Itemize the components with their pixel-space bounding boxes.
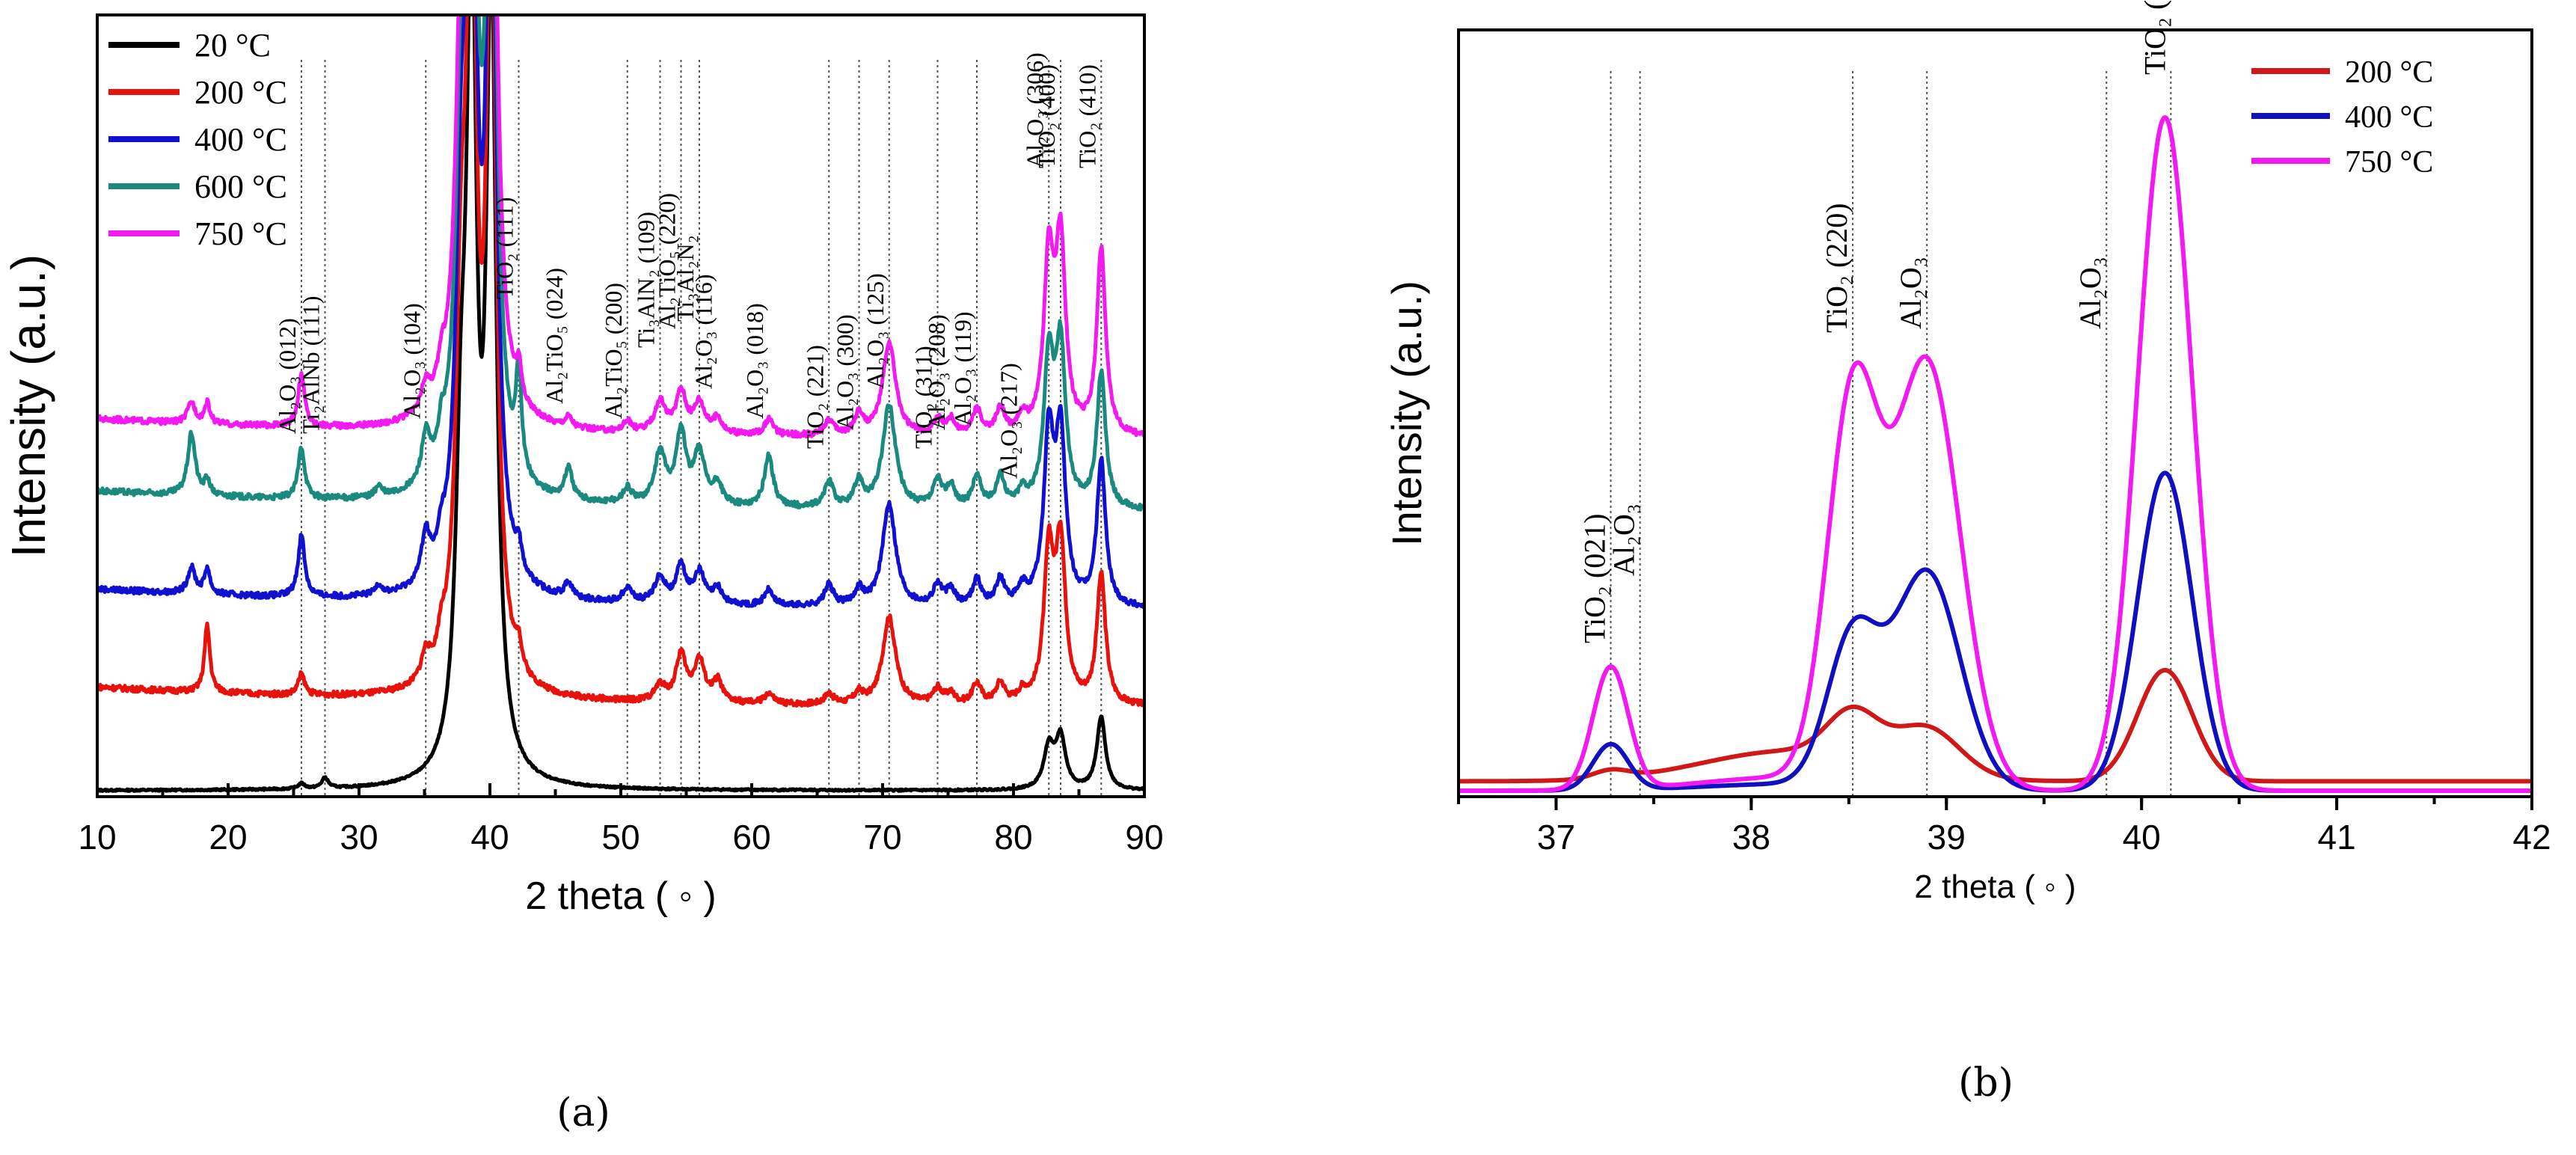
x-tick-label: 40 <box>470 818 509 857</box>
peak-annotation: TiO₂ (400) <box>1033 64 1060 168</box>
x-tick-label: 90 <box>1125 818 1163 857</box>
peak-annotation: Al₂O₃ (208) <box>923 314 950 430</box>
x-tick-label: 60 <box>732 818 770 857</box>
peak-annotation: Al₂O₃ (306) <box>1021 52 1048 168</box>
peak-annotation: Al₂O₃ (018) <box>741 303 768 419</box>
x-tick-label: 70 <box>863 818 901 857</box>
legend-label: 600 °C <box>194 168 287 205</box>
x-tick-label: 10 <box>78 818 116 857</box>
legend-label: 200 °C <box>2345 55 2433 90</box>
peak-annotation: Al₂TiO₅ (024) <box>541 268 568 404</box>
peak-annotation: TiO₂ (021) <box>1578 513 1612 643</box>
peak-annotation: Al₂O₃ <box>1894 257 1928 329</box>
series-line-2 <box>97 15 1144 708</box>
legend-label: 750 °C <box>194 215 287 252</box>
x-tick-label: 37 <box>1537 818 1575 857</box>
peak-annotation: Al₂TiO₅ (200) <box>600 283 627 419</box>
peak-annotation: Al₂O₃ <box>2073 257 2107 329</box>
peak-annotation: Al₂O₃ (217) <box>995 363 1022 479</box>
peak-annotation: Al₂O₃ (119) <box>949 311 976 426</box>
legend-label: 750 °C <box>2345 145 2433 180</box>
panel-a-xrd-chart: Al₂O₃ (012)Ti₂AlNb (111) Al₂O₃ (104) TiO₂ … <box>1 13 1164 1136</box>
peak-annotation: Al₂O₃ (125) <box>862 273 889 389</box>
peak-annotation: Al₂O₃ (012) <box>274 318 301 434</box>
axes-frame <box>1457 28 2533 798</box>
peak-annotation: TiO₂ (220) <box>1820 203 1853 333</box>
legend: 200 °C 400 °C 750 °C <box>2251 55 2433 180</box>
plot-area <box>1459 115 2532 793</box>
y-axis-label: Intensity (a.u.) <box>1 254 55 558</box>
x-tick-label: 39 <box>1928 818 1966 857</box>
legend: 20 °C 200 °C 400 °C 600 °C 750 °C <box>108 27 287 252</box>
peak-annotation: TiO₂ (311) <box>910 346 937 449</box>
x-tick-label: 30 <box>340 818 378 857</box>
x-tick-label: 40 <box>2123 818 2161 857</box>
x-tick-label: 42 <box>2512 818 2551 857</box>
x-axis-label: 2 theta ( ◦ ) <box>525 874 716 918</box>
x-tick-label: 80 <box>994 818 1032 857</box>
legend-label: 20 °C <box>194 27 271 64</box>
peak-annotation: TiO₂ (111) <box>491 197 518 299</box>
peak-annotation: Al₂O₃ <box>1607 503 1641 576</box>
legend-label: 400 °C <box>194 121 287 158</box>
x-axis-label: 2 theta ( ◦ ) <box>1914 868 2076 905</box>
x-tick-label: 41 <box>2318 818 2356 857</box>
series-line-3 <box>1459 115 2532 793</box>
peak-annotation: Ti₃AlN₂ (109) <box>633 212 660 348</box>
peak-annotation: Al₂O₃ (116) <box>690 274 717 389</box>
x-tick-label: 38 <box>1732 818 1770 857</box>
panel-label: (a) <box>556 1091 610 1136</box>
series-line-4 <box>97 15 1144 512</box>
peak-annotation: Ti₃Al₂N₂ <box>672 235 699 322</box>
series-line-5 <box>97 15 1144 439</box>
series-line-3 <box>97 15 1144 610</box>
panel-label: (b) <box>1958 1061 2014 1106</box>
x-tick-label: 50 <box>601 818 640 857</box>
peak-annotation: Al₂O₃ (300) <box>832 314 859 430</box>
peak-annotation: TiO₂ (410) <box>1073 64 1100 168</box>
peak-annotation: Al₂O₃ (104) <box>398 303 425 419</box>
peak-annotation: TiO₂ (221) <box>801 345 828 449</box>
peak-annotation: Ti₂AlNb (111) <box>298 295 325 434</box>
legend-label: 400 °C <box>2345 100 2433 135</box>
peak-annotation: Al₂TiO₅ (220) <box>654 193 681 329</box>
legend-label: 200 °C <box>194 74 287 111</box>
peak-annotation: TiO₂ (202) <box>2138 0 2171 75</box>
y-axis-label: Intensity (a.u.) <box>1383 281 1430 546</box>
x-tick-label: 20 <box>209 818 247 857</box>
